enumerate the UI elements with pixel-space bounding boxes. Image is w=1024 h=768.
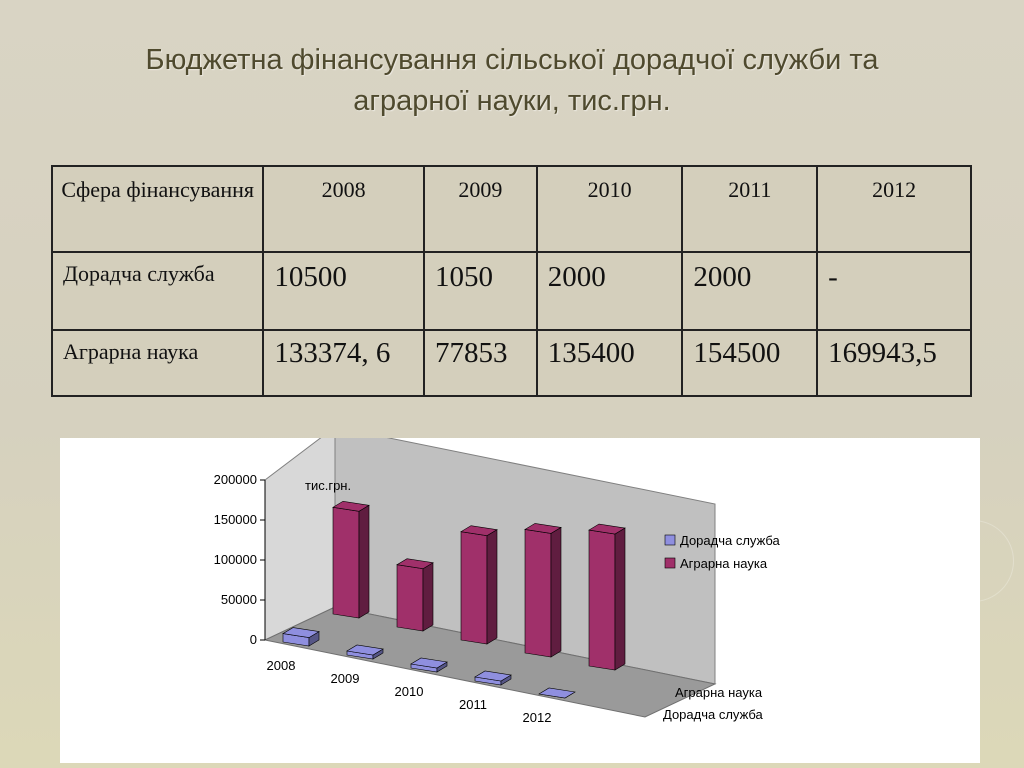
table-cell: 2000: [681, 251, 819, 331]
slide-title-line-1: Бюджетна фінансування сільської дорадчої…: [145, 44, 879, 76]
bar-advisory-service: [346, 644, 384, 660]
table-row: Дорадча служба 10500 1050 2000 2000 -: [50, 251, 972, 331]
depth-axis-label: Дорадча служба: [663, 707, 764, 722]
legend-label: Дорадча служба: [680, 533, 781, 548]
bar-front-face: [332, 506, 360, 619]
bar-top-face: [460, 525, 498, 536]
table-cell: 133374, 6: [262, 329, 425, 397]
chart-floor: [263, 606, 717, 718]
x-tick-label: 2010: [395, 684, 424, 699]
row-label: Дорадча служба: [50, 251, 265, 331]
bar-side-face: [550, 526, 562, 658]
bar-front-face: [524, 529, 552, 658]
table-cell: 77853: [422, 329, 538, 397]
table-header-row: Сфера фінансування 2008 2009 2010 2011 2…: [50, 165, 972, 253]
bar-side-face: [422, 562, 434, 632]
x-tick-label: 2011: [459, 697, 487, 712]
table-cell: 10500: [262, 251, 425, 331]
row-label: Аграрна наука: [50, 329, 265, 397]
bar-agrarian-science: [460, 525, 498, 645]
unit-label: тис.грн.: [305, 478, 351, 493]
y-tick-label: 200000: [214, 472, 257, 487]
bar-top-face: [346, 644, 384, 656]
header-cell-year: 2012: [816, 165, 972, 253]
table-cell: 1050: [422, 251, 538, 331]
legend-label: Аграрна наука: [680, 556, 768, 571]
bar-top-face: [588, 523, 626, 535]
slide-title: Бюджетна фінансування сільської дорадчої…: [40, 40, 984, 122]
bar-side-face: [358, 504, 370, 619]
slide-title-line-2: аграрної науки, тис.грн.: [353, 85, 671, 117]
x-tick-label: 2012: [523, 710, 552, 725]
bar-agrarian-science: [396, 558, 434, 632]
chart-side-wall: [264, 438, 336, 641]
bar-front-face: [588, 529, 616, 671]
bar-top-face: [410, 657, 448, 669]
y-tick-label: 100000: [214, 552, 257, 567]
legend-swatch: [664, 557, 676, 569]
depth-axis-label: Аграрна наука: [675, 685, 763, 700]
table-cell: 135400: [535, 329, 684, 397]
y-tick-label: 50000: [221, 592, 257, 607]
table-cell: 2000: [535, 251, 684, 331]
bar-front-face: [460, 531, 488, 645]
bar-advisory-service: [474, 670, 512, 686]
legend-swatch: [664, 534, 676, 546]
table-row: Аграрна наука 133374, 6 77853 135400 154…: [50, 329, 972, 397]
bar-front-face: [396, 564, 424, 632]
bar-agrarian-science: [588, 523, 626, 671]
bar-advisory-service: [410, 657, 448, 673]
header-cell-year: 2010: [535, 165, 684, 253]
bar-top-face: [538, 687, 576, 699]
bar-side-face: [614, 527, 626, 671]
bar-top-face: [524, 523, 562, 534]
y-tick-label: 150000: [214, 512, 257, 527]
bar-advisory-service: [282, 627, 320, 647]
chart-panel: 0 50000 100000 150000 200000 2008 2009 2010 201…: [60, 438, 980, 763]
header-cell-sphere: Сфера фінансування: [50, 165, 265, 253]
bar-top-face: [282, 627, 320, 638]
bar-top-face: [332, 500, 370, 512]
y-tick-label: 0: [250, 632, 257, 647]
table-cell: 169943,5: [816, 329, 972, 397]
header-cell-year: 2011: [681, 165, 819, 253]
table-cell: -: [816, 251, 972, 331]
bar-agrarian-science: [332, 500, 370, 619]
x-tick-label: 2009: [331, 671, 360, 686]
x-tick-label: 2008: [267, 658, 296, 673]
funding-chart: 0 50000 100000 150000 200000 2008 2009 2010 201…: [214, 438, 781, 725]
funding-table: Сфера фінансування 2008 2009 2010 2011 2…: [50, 165, 972, 397]
header-cell-year: 2008: [262, 165, 425, 253]
bar-top-face: [474, 670, 512, 682]
bar-top-face: [396, 558, 434, 570]
bar-side-face: [486, 529, 498, 645]
table-cell: 154500: [681, 329, 819, 397]
header-cell-year: 2009: [422, 165, 538, 253]
bar-advisory-service: [538, 687, 576, 699]
bar-agrarian-science: [524, 523, 562, 658]
